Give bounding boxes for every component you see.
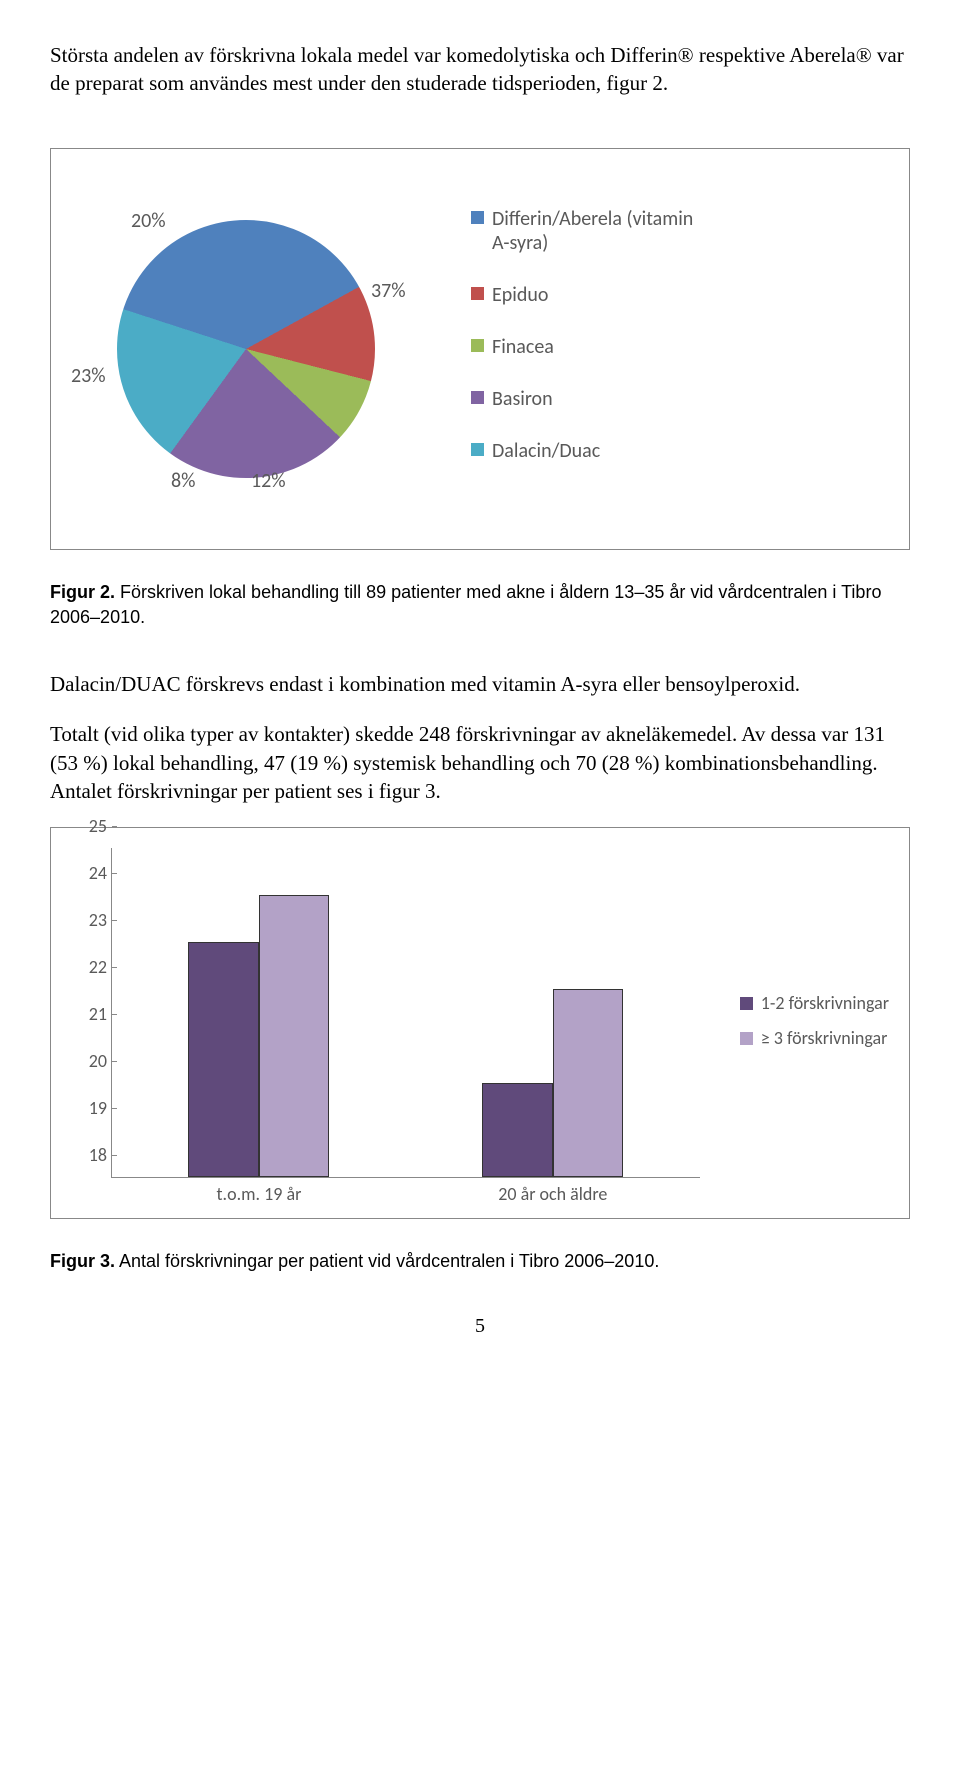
y-tick: 25 bbox=[72, 815, 107, 837]
legend-swatch bbox=[471, 443, 484, 456]
legend-swatch bbox=[471, 339, 484, 352]
bar-legend: 1-2 förskrivningar ≥ 3 förskrivningar bbox=[740, 993, 889, 1064]
pie-pct-label: 8% bbox=[171, 469, 195, 493]
legend-item: Epiduo bbox=[471, 283, 711, 307]
legend-label: 1-2 förskrivningar bbox=[761, 993, 889, 1015]
figure3-label: Figur 3. bbox=[50, 1251, 115, 1271]
pie-chart bbox=[116, 219, 376, 479]
legend-item: Finacea bbox=[471, 335, 711, 359]
y-tick: 19 bbox=[72, 1097, 107, 1119]
legend-label: ≥ 3 förskrivningar bbox=[761, 1028, 888, 1050]
y-tick: 24 bbox=[72, 862, 107, 884]
legend-item: 1-2 förskrivningar bbox=[740, 993, 889, 1015]
bar-category-label: 20 år och äldre bbox=[498, 1183, 607, 1205]
pie-pct-label: 23% bbox=[71, 364, 106, 388]
figure2-text: Förskriven lokal behandling till 89 pati… bbox=[50, 582, 881, 627]
y-tick: 22 bbox=[72, 956, 107, 978]
legend-swatch bbox=[740, 997, 753, 1010]
legend-item: Differin/Aberela (vitamin A-syra) bbox=[471, 207, 711, 255]
y-tick: 18 bbox=[72, 1144, 107, 1166]
bar bbox=[553, 989, 624, 1177]
bar bbox=[259, 895, 330, 1177]
pie-pct-label: 20% bbox=[131, 209, 166, 233]
figure2-container: 37% 12% 8% 23% 20% Differin/Aberela (vitamin… bbox=[50, 148, 910, 550]
pie-chart-area: 37% 12% 8% 23% 20% bbox=[71, 169, 431, 529]
y-tick: 20 bbox=[72, 1050, 107, 1072]
pie-legend: Differin/Aberela (vitamin A-syra) Epiduo F… bbox=[471, 207, 711, 491]
bar bbox=[482, 1083, 553, 1177]
legend-label: Finacea bbox=[492, 335, 554, 359]
paragraph-2: Totalt (vid olika typer av kontakter) sk… bbox=[50, 720, 910, 805]
legend-label: Epiduo bbox=[492, 283, 548, 307]
bar-plot-area: 1819202122232425t.o.m. 19 år20 år och äl… bbox=[111, 848, 700, 1178]
y-tick: 21 bbox=[72, 1003, 107, 1025]
pie-pct-label: 12% bbox=[251, 469, 286, 493]
bar-chart: 1819202122232425t.o.m. 19 år20 år och äl… bbox=[71, 848, 700, 1208]
pie-pct-label: 37% bbox=[371, 279, 406, 303]
figure2-caption: Figur 2. Förskriven lokal behandling til… bbox=[50, 580, 910, 630]
legend-item: Dalacin/Duac bbox=[471, 439, 711, 463]
legend-label: Differin/Aberela (vitamin A-syra) bbox=[492, 207, 711, 255]
bar-category-label: t.o.m. 19 år bbox=[217, 1183, 302, 1205]
legend-item: ≥ 3 förskrivningar bbox=[740, 1028, 889, 1050]
figure3-caption: Figur 3. Antal förskrivningar per patien… bbox=[50, 1249, 910, 1274]
page-number: 5 bbox=[50, 1315, 910, 1338]
legend-label: Basiron bbox=[492, 387, 553, 411]
figure3-container: 1819202122232425t.o.m. 19 år20 år och äl… bbox=[50, 827, 910, 1219]
bar bbox=[188, 942, 259, 1177]
legend-swatch bbox=[471, 211, 484, 224]
figure2-label: Figur 2. bbox=[50, 582, 115, 602]
intro-paragraph: Största andelen av förskrivna lokala med… bbox=[50, 41, 910, 98]
legend-swatch bbox=[740, 1032, 753, 1045]
y-tick: 23 bbox=[72, 909, 107, 931]
legend-swatch bbox=[471, 391, 484, 404]
figure3-text: Antal förskrivningar per patient vid vår… bbox=[115, 1251, 659, 1271]
legend-swatch bbox=[471, 287, 484, 300]
paragraph-1: Dalacin/DUAC förskrevs endast i kombinat… bbox=[50, 670, 910, 698]
legend-label: Dalacin/Duac bbox=[492, 439, 600, 463]
legend-item: Basiron bbox=[471, 387, 711, 411]
